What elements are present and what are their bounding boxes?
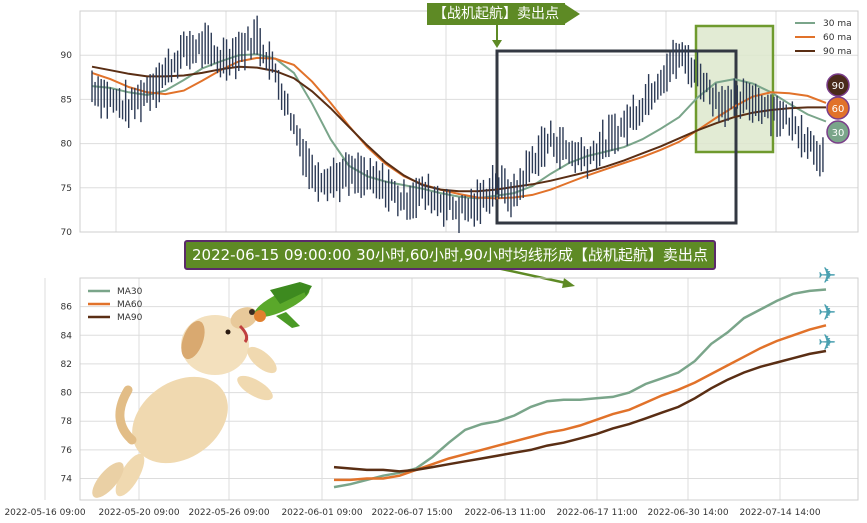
x-tick-label: 2022-06-17 11:00 <box>556 508 637 518</box>
legend-label-ma60: MA60 <box>117 300 143 310</box>
y-tick-label: 84 <box>61 331 73 341</box>
legend-label-ma90: MA90 <box>117 313 143 323</box>
bottom-panel-x-ticks: 2022-05-16 09:00 2022-05-20 09:00 2022-05-… <box>4 508 820 518</box>
end-marker-30 <box>826 120 850 144</box>
svg-text:✈: ✈ <box>818 331 836 356</box>
series-line-ma60 <box>91 56 827 200</box>
end-marker-30-label: 30 <box>832 128 845 139</box>
legend-label-ma30: MA30 <box>117 287 143 297</box>
y-tick-label: 76 <box>61 446 73 456</box>
top-callout-arrow <box>492 25 502 48</box>
x-tick-label: 2022-06-07 15:00 <box>371 508 452 518</box>
top-panel-y-ticks: 70 75 80 85 90 <box>61 51 73 238</box>
bottom-panel-frame <box>79 277 859 501</box>
airplane-icon: ✈ ✈ ✈ <box>818 264 836 356</box>
legend-label-30ma: 30 ma <box>823 19 852 29</box>
x-tick-label: 2022-06-01 09:00 <box>281 508 362 518</box>
y-tick-label: 70 <box>61 228 73 238</box>
top-legend: 30 ma 60 ma 90 ma <box>795 19 852 57</box>
x-tick-label: 2022-05-16 09:00 <box>4 508 85 518</box>
series-line-ma90 <box>333 349 827 473</box>
top-callout: 【战机起航】卖出点 <box>427 3 565 25</box>
end-marker-60 <box>826 96 850 120</box>
y-tick-label: 75 <box>61 184 72 194</box>
mid-callout-arrow <box>496 266 575 288</box>
bottom-panel-series <box>333 288 827 489</box>
x-tick-label: 2022-06-30 14:00 <box>647 508 728 518</box>
end-marker-90-label: 90 <box>832 81 845 92</box>
y-tick-label: 80 <box>61 389 73 399</box>
price-candles <box>91 15 824 234</box>
y-tick-label: 82 <box>61 360 72 370</box>
y-tick-label: 85 <box>61 95 72 105</box>
legend-label-60ma: 60 ma <box>823 33 852 43</box>
end-markers: 90 60 30 <box>826 73 850 144</box>
series-line-ma60 <box>334 324 827 482</box>
svg-text:✈: ✈ <box>818 301 836 326</box>
series-line-ma90 <box>91 65 826 193</box>
end-marker-60-label: 60 <box>832 104 845 115</box>
bottom-legend: MA30 MA60 MA90 <box>88 287 143 323</box>
y-tick-label: 90 <box>61 51 73 61</box>
top-panel-series <box>91 15 827 234</box>
x-tick-label: 2022-05-20 09:00 <box>98 508 179 518</box>
end-marker-90 <box>826 73 850 97</box>
series-line-ma30 <box>333 288 827 489</box>
svg-text:✈: ✈ <box>818 264 836 289</box>
y-tick-label: 74 <box>61 475 73 485</box>
y-tick-label: 78 <box>61 417 73 427</box>
y-tick-label: 86 <box>61 303 73 313</box>
toy-plane-icon <box>254 282 312 328</box>
bottom-panel-y-ticks: 74 76 78 80 82 84 86 <box>61 303 73 485</box>
signal-banner: 2022-06-15 09:00:00 30小时,60小时,90小时均线形成【战… <box>184 240 716 270</box>
signal-box <box>495 49 738 225</box>
top-callout-tail <box>563 3 580 25</box>
x-tick-label: 2022-06-13 11:00 <box>464 508 545 518</box>
x-tick-label: 2022-05-26 09:00 <box>188 508 269 518</box>
legend-label-90ma: 90 ma <box>823 47 852 57</box>
y-tick-label: 80 <box>61 140 73 150</box>
dog-icon <box>92 307 277 498</box>
x-tick-label: 2022-07-14 14:00 <box>739 508 820 518</box>
